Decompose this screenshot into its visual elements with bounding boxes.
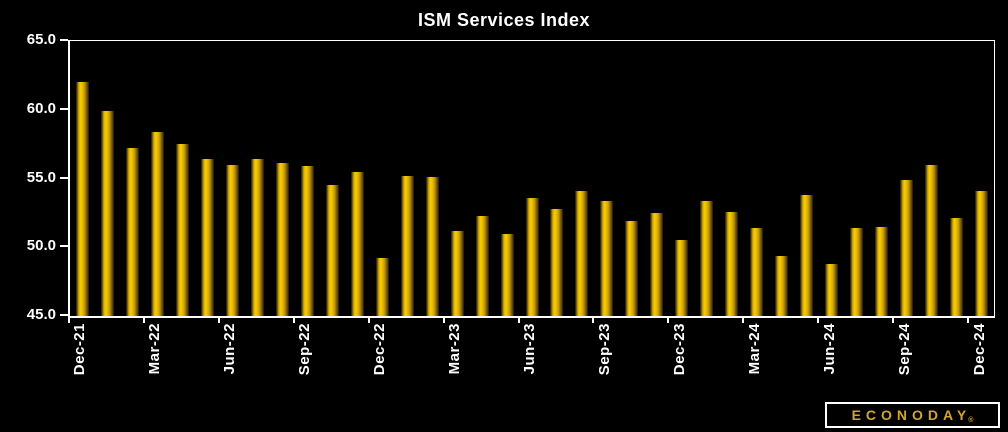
x-tick xyxy=(442,317,445,323)
bar xyxy=(175,144,189,316)
econoday-logo: ECONODAY ® xyxy=(825,402,1000,428)
bar xyxy=(150,131,164,316)
bar xyxy=(750,228,764,316)
x-tick-label: Dec-22 xyxy=(371,323,389,376)
bar xyxy=(500,233,514,316)
bar xyxy=(250,159,264,316)
bar xyxy=(200,159,214,316)
x-tick xyxy=(142,317,145,323)
bar xyxy=(975,190,988,316)
bar xyxy=(900,179,914,316)
bar xyxy=(675,240,689,316)
bar xyxy=(350,171,364,316)
bar xyxy=(125,148,139,316)
x-tick-label: Sep-23 xyxy=(595,323,613,376)
bar xyxy=(950,218,964,316)
x-tick-label: Jun-24 xyxy=(820,323,838,375)
x-tick-label: Sep-22 xyxy=(296,323,314,376)
x-tick xyxy=(68,317,70,323)
x-tick xyxy=(367,317,370,323)
bar xyxy=(600,200,614,316)
plot-area xyxy=(68,40,995,318)
bar xyxy=(275,163,289,316)
bar xyxy=(575,190,589,316)
y-tick-label: 45.0 xyxy=(26,306,56,323)
bar xyxy=(725,211,739,316)
bar xyxy=(800,195,814,316)
bar xyxy=(825,263,839,316)
bar xyxy=(75,82,89,316)
x-tick-label: Mar-23 xyxy=(446,323,464,375)
x-tick-label: Jun-23 xyxy=(521,323,538,375)
bar xyxy=(450,230,464,316)
y-tick-label: 60.0 xyxy=(26,99,56,117)
y-tick-label: 50.0 xyxy=(26,237,56,255)
y-tick xyxy=(60,176,68,179)
chart-title: ISM Services Index xyxy=(417,10,591,30)
bar xyxy=(875,226,889,316)
bar xyxy=(375,258,389,316)
bar xyxy=(325,185,339,316)
y-tick-label: 55.0 xyxy=(26,168,56,186)
x-tick xyxy=(592,317,595,323)
x-tick-label: Sep-24 xyxy=(895,323,913,376)
x-tick xyxy=(292,317,295,323)
x-tick xyxy=(517,317,520,323)
y-tick xyxy=(60,314,68,316)
x-tick-label: Dec-24 xyxy=(970,323,988,376)
bar xyxy=(475,215,489,316)
x-tick-label: Mar-24 xyxy=(745,323,763,375)
bar xyxy=(300,166,314,316)
bar xyxy=(100,111,114,316)
y-tick-label: 65.0 xyxy=(26,31,56,48)
y-tick xyxy=(60,39,68,41)
x-tick xyxy=(817,317,820,323)
bar xyxy=(775,255,789,316)
x-tick xyxy=(667,317,670,323)
logo-text: ECONODAY xyxy=(851,407,972,423)
bar xyxy=(225,164,239,316)
bar xyxy=(850,228,864,316)
x-tick xyxy=(892,317,895,323)
x-tick xyxy=(742,317,745,323)
bar xyxy=(400,175,414,316)
x-tick xyxy=(967,317,970,323)
x-tick xyxy=(217,317,220,323)
y-tick xyxy=(60,107,68,110)
bar xyxy=(700,200,714,316)
bar xyxy=(525,197,539,316)
x-tick-label: Dec-21 xyxy=(71,323,89,376)
bar xyxy=(550,208,564,316)
bar xyxy=(925,164,939,316)
bar xyxy=(425,177,439,316)
x-tick-label: Dec-23 xyxy=(670,323,688,376)
bar xyxy=(625,221,639,316)
registered-trademark-icon: ® xyxy=(968,417,974,424)
bar xyxy=(650,212,664,316)
x-tick-label: Jun-22 xyxy=(221,323,239,375)
y-tick xyxy=(60,245,68,248)
bar-series xyxy=(70,41,994,316)
x-tick-label: Mar-22 xyxy=(146,323,164,375)
